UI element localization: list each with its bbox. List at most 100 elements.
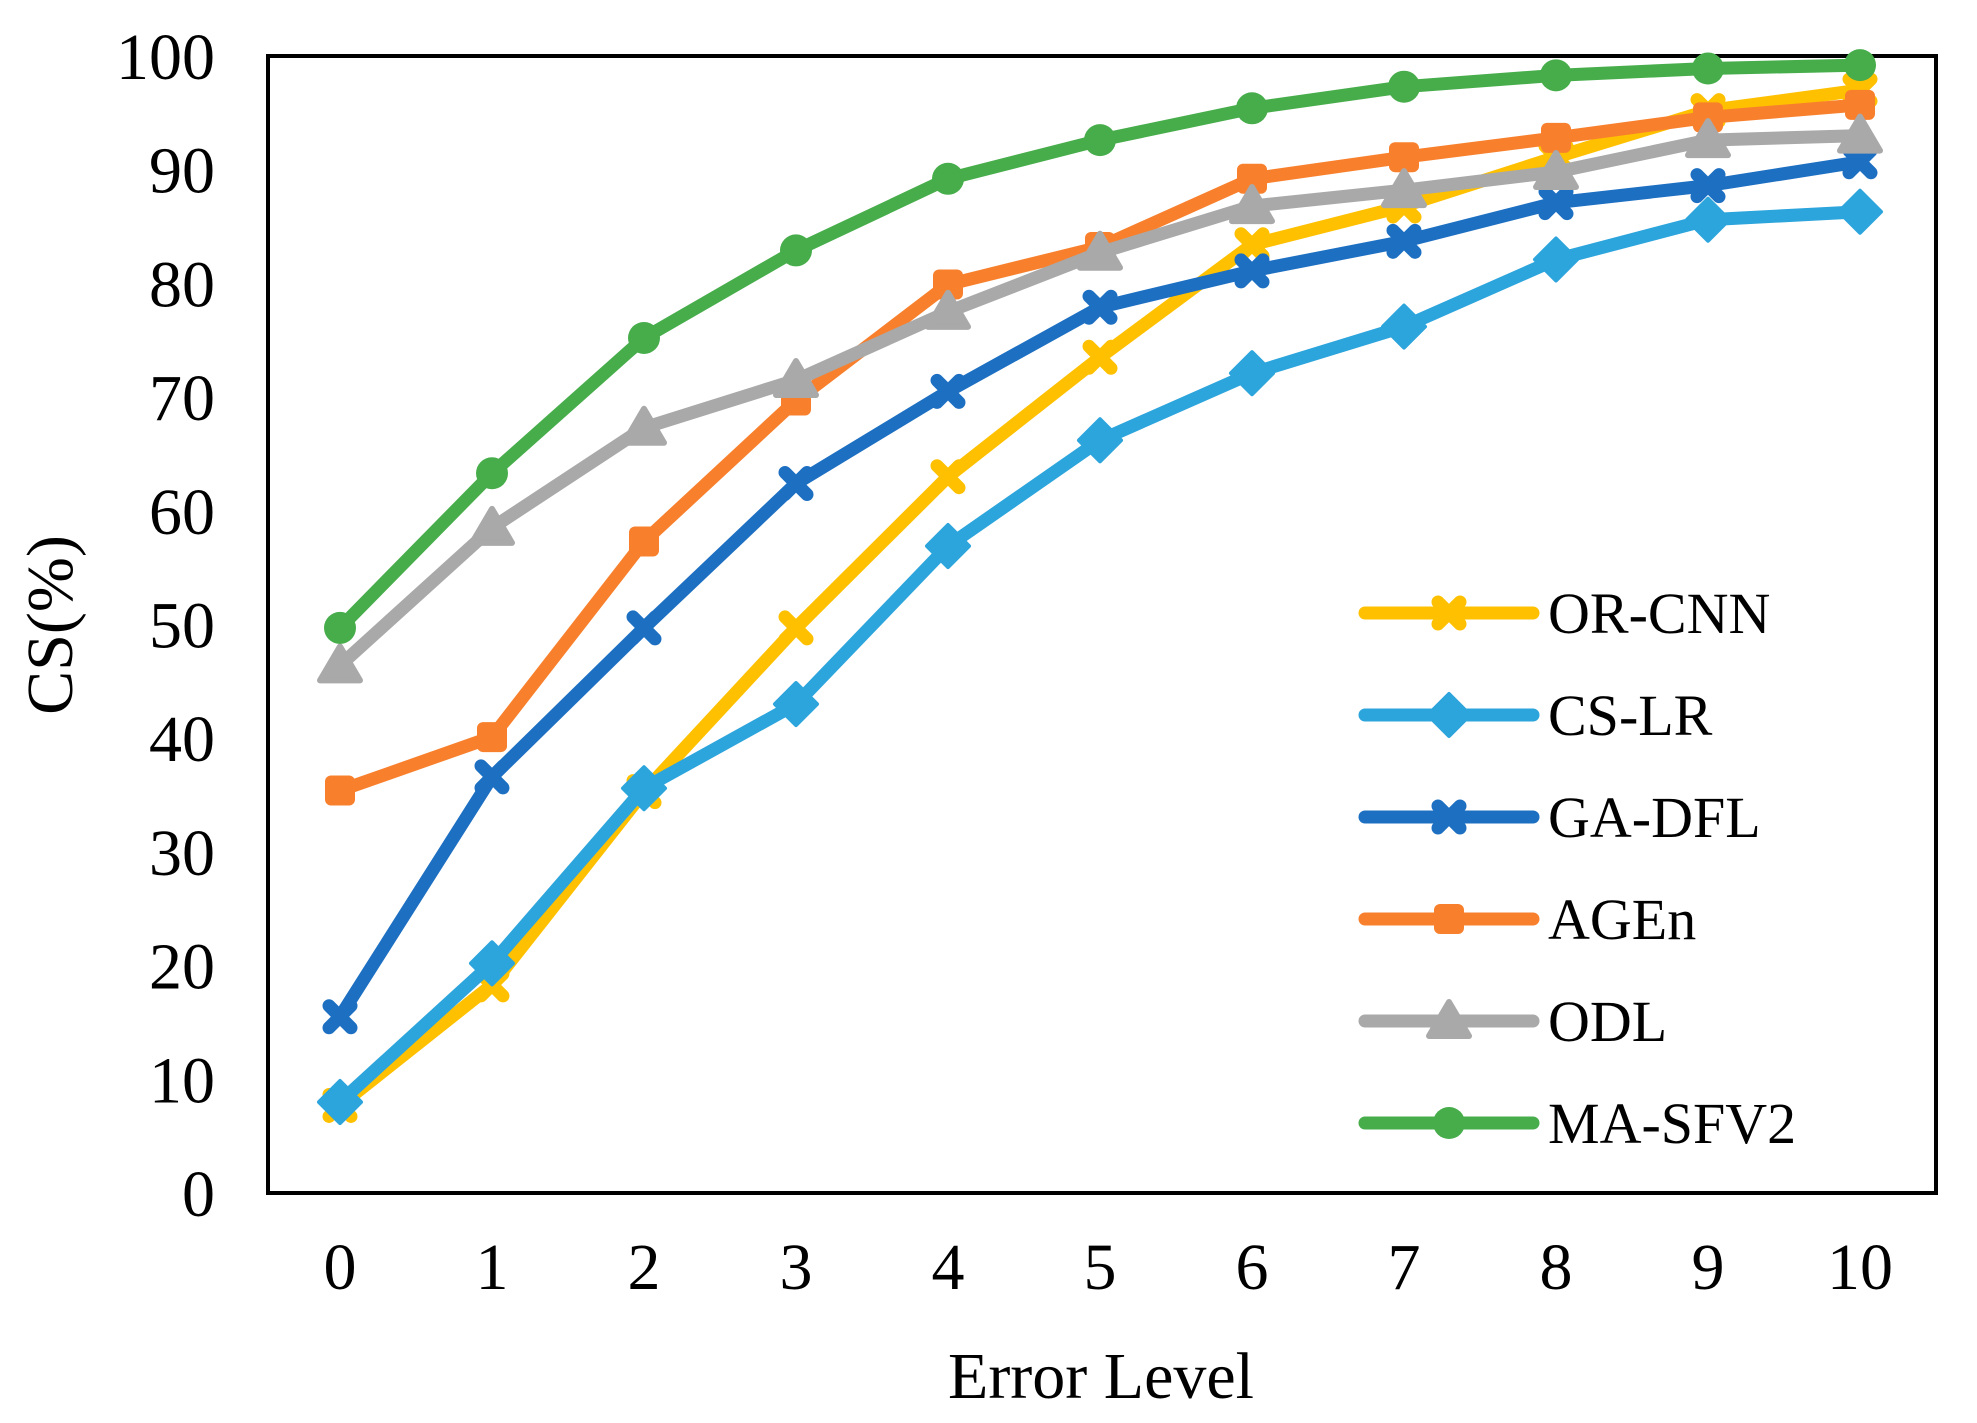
data-point-marker-x (1234, 227, 1270, 263)
x-tick-label: 10 (1827, 1231, 1893, 1304)
data-point-marker-x (930, 459, 966, 495)
data-point-marker-circle (1844, 49, 1876, 82)
data-point-marker-circle (780, 234, 812, 267)
data-point-marker-diamond (1685, 196, 1731, 243)
legend-item: MA-SFV2 (1358, 1091, 1796, 1156)
y-tick-label: 70 (149, 362, 215, 435)
data-point-marker-circle (1236, 92, 1268, 125)
data-point-marker-x (778, 466, 814, 502)
y-tick-label: 0 (182, 1158, 215, 1231)
legend-label: MA-SFV2 (1548, 1091, 1796, 1156)
data-point-marker-triangle (1077, 230, 1123, 271)
x-tick-label: 0 (324, 1231, 357, 1304)
y-tick-label: 80 (149, 248, 215, 321)
legend-label: GA-DFL (1548, 785, 1761, 850)
series-odl (317, 113, 1883, 684)
y-tick-label: 90 (149, 135, 215, 208)
x-tick-label: 7 (1388, 1231, 1421, 1304)
legend-item: OR-CNN (1358, 581, 1770, 646)
x-tick-label: 5 (1084, 1231, 1117, 1304)
data-point-marker-x (930, 373, 966, 409)
data-point-marker-x (322, 999, 358, 1035)
data-point-marker-circle (1084, 124, 1116, 157)
data-point-marker-circle (1540, 59, 1572, 92)
x-axis-ticks: 0 1 2 3 4 5 6 7 8 9 10 (324, 1231, 1894, 1304)
x-tick-label: 2 (628, 1231, 661, 1304)
series-layer (317, 49, 1883, 1126)
data-point-marker-diamond (1381, 303, 1427, 350)
data-point-marker-square (325, 775, 355, 806)
data-point-marker-x (1234, 253, 1270, 289)
data-point-marker-diamond (317, 1079, 363, 1126)
data-point-marker-diamond (1533, 236, 1579, 283)
series-ga-dfl (322, 144, 1878, 1035)
y-tick-label: 50 (149, 590, 215, 663)
y-axis-title: CS(%) (14, 535, 87, 715)
data-point-marker-diamond (925, 523, 971, 570)
data-point-marker-diamond (1426, 692, 1472, 738)
legend-item: ODL (1358, 989, 1667, 1054)
y-axis-ticks: 0 10 20 30 40 50 60 70 80 90 100 (116, 21, 215, 1231)
x-axis-title: Error Level (948, 1340, 1254, 1413)
data-point-marker-triangle (1381, 168, 1427, 209)
data-point-marker-diamond (1077, 417, 1123, 464)
data-point-marker-diamond (1229, 350, 1275, 397)
data-point-marker-x (778, 610, 814, 646)
data-point-marker-square (1434, 904, 1464, 934)
y-tick-label: 100 (116, 21, 215, 94)
data-point-marker-x (1082, 339, 1118, 375)
data-point-marker-square (933, 269, 963, 300)
data-point-marker-triangle (621, 405, 667, 446)
data-point-marker-triangle (925, 289, 971, 330)
x-tick-label: 8 (1540, 1231, 1573, 1304)
legend: OR-CNN CS-LR GA-DFL AGEn ODL MA-SFV2 (1358, 581, 1796, 1156)
x-tick-label: 6 (1236, 1231, 1269, 1304)
data-point-marker-circle (324, 611, 356, 644)
data-point-marker-triangle (1533, 149, 1579, 190)
data-point-marker-diamond (773, 681, 819, 728)
data-point-marker-x (1431, 595, 1467, 631)
data-point-marker-square (477, 722, 507, 753)
legend-item: AGEn (1358, 887, 1696, 952)
data-point-marker-circle (1388, 70, 1420, 103)
data-point-marker-diamond (469, 940, 515, 987)
data-point-marker-square (1693, 102, 1723, 133)
data-point-marker-square (1389, 142, 1419, 173)
x-tick-label: 1 (476, 1231, 509, 1304)
legend-label: ODL (1548, 989, 1667, 1054)
series-ma-sfv2 (324, 49, 1876, 644)
legend-item: GA-DFL (1358, 785, 1761, 850)
data-point-marker-triangle (1229, 184, 1275, 225)
y-tick-label: 30 (149, 817, 215, 890)
x-tick-label: 4 (932, 1231, 965, 1304)
plot-area-border (266, 54, 1938, 1195)
legend-item: CS-LR (1358, 683, 1713, 748)
data-point-marker-square (1845, 89, 1875, 120)
data-point-marker-triangle (469, 505, 515, 546)
data-point-marker-x (474, 759, 510, 795)
legend-label: OR-CNN (1548, 581, 1770, 646)
data-point-marker-triangle (317, 643, 363, 684)
legend-label: AGEn (1548, 887, 1696, 952)
data-point-marker-triangle (1837, 113, 1883, 154)
data-point-marker-x (1690, 168, 1726, 204)
data-point-marker-x (1842, 144, 1878, 180)
data-point-marker-square (1541, 122, 1571, 153)
data-point-marker-circle (476, 457, 508, 490)
y-tick-label: 20 (149, 931, 215, 1004)
data-point-marker-triangle (1426, 999, 1472, 1039)
data-point-marker-x (1386, 223, 1422, 259)
series-cs-lr (317, 188, 1883, 1126)
data-point-marker-circle (932, 162, 964, 195)
data-point-marker-circle (628, 321, 660, 354)
data-point-marker-triangle (1685, 118, 1731, 159)
legend-label: CS-LR (1548, 683, 1713, 748)
x-tick-label: 9 (1692, 1231, 1725, 1304)
y-tick-label: 60 (149, 476, 215, 549)
data-point-marker-square (1237, 163, 1267, 194)
data-point-marker-x (1538, 185, 1574, 221)
data-point-marker-diamond (1837, 188, 1883, 235)
y-tick-label: 40 (149, 703, 215, 776)
